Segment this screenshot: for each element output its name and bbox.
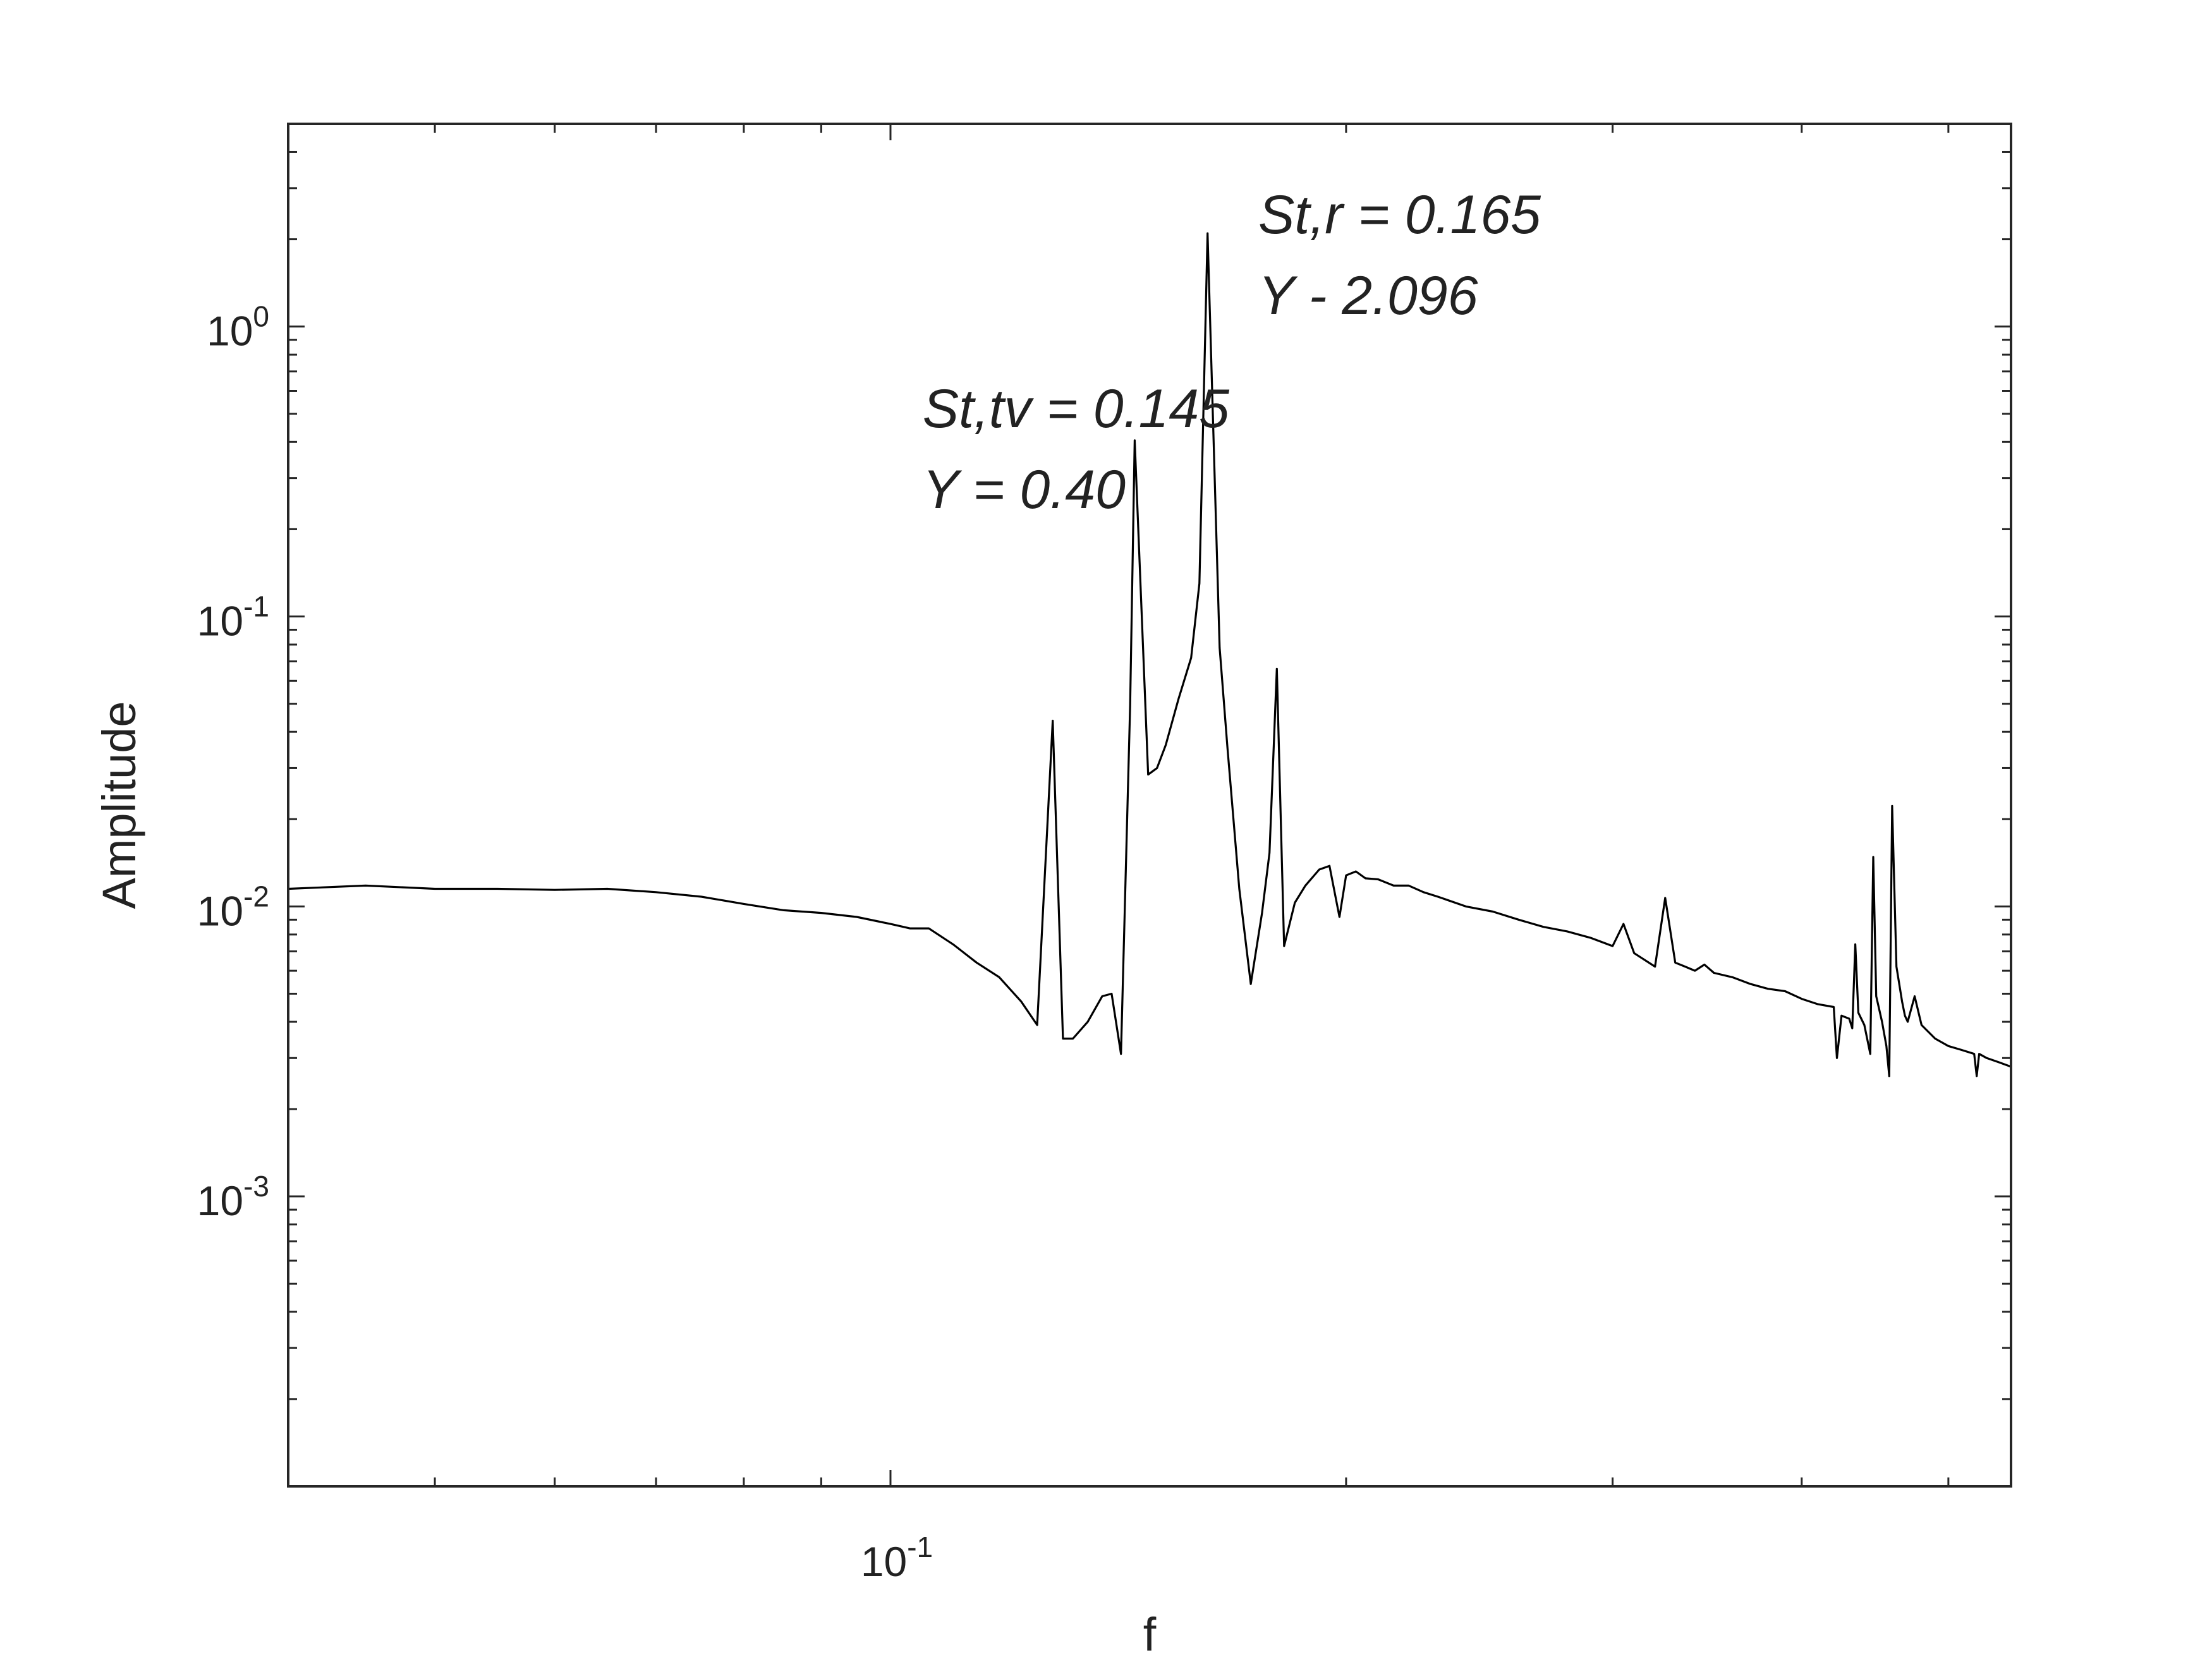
y-tick-label: 100 bbox=[207, 300, 269, 355]
annotation-1: St,tv = 0.145 Y = 0.40 bbox=[923, 379, 1230, 520]
tick-labels-layer: 10-1 100 10-1 10-2 10-3 bbox=[197, 300, 933, 1585]
y-tick-label: 10-1 bbox=[197, 590, 269, 645]
annotation-2: St,r = 0.165 Y - 2.096 bbox=[1258, 185, 1541, 326]
x-axis-label: f bbox=[1143, 1608, 1157, 1659]
plot-area-frame bbox=[287, 123, 2012, 1488]
y-axis-label: Amplitude bbox=[93, 701, 145, 909]
y-tick-label: 10-3 bbox=[197, 1170, 269, 1224]
y-tick-label: 10-2 bbox=[197, 880, 269, 934]
series-layer bbox=[288, 232, 2012, 1077]
series-line-1 bbox=[288, 232, 2012, 1077]
x-tick-label: 10-1 bbox=[861, 1531, 933, 1585]
